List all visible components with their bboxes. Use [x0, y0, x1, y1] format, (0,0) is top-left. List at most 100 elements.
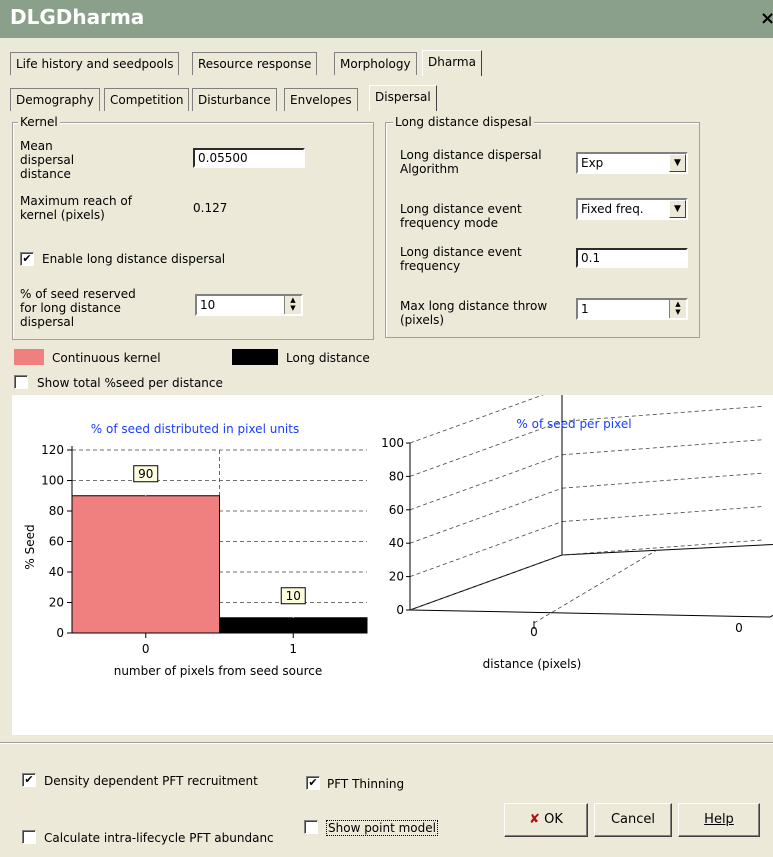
ok-button[interactable]: ✘ OK — [504, 803, 588, 837]
long-distance-label: Long distance — [286, 351, 370, 365]
intra-lifecycle-label: Calculate intra-lifecycle PFT abundanc — [44, 831, 274, 845]
x-tick-label: 0 — [530, 625, 538, 639]
z-tick-label: 0 — [735, 621, 743, 635]
window-title: DLGDharma — [10, 5, 145, 29]
data-label: 90 — [138, 467, 153, 481]
y-tick-labels: 0 20 40 60 80 100 — [382, 436, 404, 617]
y-axis-label: % Seed — [23, 524, 37, 569]
ld-max-throw-spinner[interactable]: 1 ▲ ▼ — [576, 298, 688, 320]
y-tick-label: 40 — [49, 565, 64, 579]
chart-floor — [409, 543, 773, 618]
tab-life-history[interactable]: Life history and seedpools — [10, 52, 180, 75]
y-tick-label: 60 — [389, 503, 404, 517]
cancel-button[interactable]: Cancel — [594, 803, 672, 837]
dropdown-arrow-icon[interactable]: ▼ — [669, 200, 686, 218]
ld-freq-mode-value: Fixed freq. — [581, 202, 644, 216]
gridline — [409, 421, 563, 477]
gridline — [561, 539, 763, 556]
mean-dispersal-input[interactable]: 0.05500 — [193, 148, 305, 168]
y-tick-label: 100 — [382, 436, 404, 450]
x-axis-label: distance (pixels) — [483, 657, 582, 671]
enable-ld-checkbox[interactable]: ✔ — [20, 252, 34, 266]
long-distance-group — [385, 122, 700, 338]
max-reach-label: Maximum reach of kernel (pixels) — [20, 194, 132, 222]
tab-envelopes[interactable]: Envelopes — [284, 88, 358, 111]
y-tick-label: 80 — [49, 504, 64, 518]
y-tick-label: 60 — [49, 535, 64, 549]
gridline — [561, 439, 763, 456]
chart-title: % of seed per pixel — [516, 417, 631, 431]
continuous-kernel-label: Continuous kernel — [52, 351, 161, 365]
ok-label: OK — [544, 812, 563, 827]
separator — [0, 742, 773, 744]
spin-arrows-icon[interactable]: ▲ ▼ — [669, 300, 686, 318]
tab-morphology[interactable]: Morphology — [334, 52, 417, 75]
point-model-checkbox[interactable] — [304, 820, 318, 834]
gridline — [409, 554, 563, 611]
chart-title: % of seed distributed in pixel units — [91, 422, 299, 436]
long-distance-swatch — [232, 349, 278, 365]
y-tick-label: 100 — [41, 474, 64, 488]
y-tick-label: 40 — [389, 536, 404, 550]
x-axis-label: number of pixels from seed source — [114, 664, 323, 678]
reserved-spinner[interactable]: 10 ▲ ▼ — [195, 294, 303, 316]
enable-ld-label: Enable long distance dispersal — [42, 252, 226, 266]
ld-algorithm-select[interactable]: Exp ▼ — [576, 152, 688, 174]
gridline — [409, 395, 544, 444]
show-total-checkbox[interactable] — [14, 375, 28, 389]
ld-algorithm-label: Long distance dispersal Algorithm — [400, 148, 542, 176]
gridline — [533, 549, 658, 624]
seed-distribution-chart: % of seed distributed in pixel units 0 20… — [23, 422, 368, 678]
y-tick-label: 0 — [56, 626, 64, 640]
gridline — [561, 472, 763, 489]
kernel-group — [12, 122, 374, 340]
tab-dispersal[interactable]: Dispersal — [369, 85, 437, 111]
ld-freq-mode-label: Long distance event frequency mode — [400, 202, 522, 230]
point-model-label: Show point model — [326, 820, 438, 836]
x-tick-label: 1 — [289, 642, 297, 656]
tab-demography[interactable]: Demography — [10, 88, 100, 111]
y-tick-label: 0 — [396, 603, 404, 617]
long-distance-group-label: Long distance dispesal — [393, 115, 534, 129]
data-label: 10 — [286, 589, 301, 603]
chart-axes — [71, 446, 367, 634]
help-button[interactable]: Help — [678, 803, 760, 837]
ok-icon: ✘ — [529, 812, 540, 827]
kernel-group-label: Kernel — [18, 115, 60, 129]
close-icon[interactable]: × — [760, 8, 773, 29]
gridline — [409, 454, 563, 511]
ld-freq-mode-select[interactable]: Fixed freq. ▼ — [576, 198, 688, 220]
y-tick-label: 80 — [389, 469, 404, 483]
gridline — [409, 521, 563, 577]
seed-per-pixel-chart: % of seed per pixel 0 20 40 60 80 100 0 0 dis… — [382, 395, 773, 671]
ld-max-throw-value: 1 — [581, 302, 589, 316]
thinning-label: PFT Thinning — [327, 777, 405, 791]
tab-dharma[interactable]: Dharma — [422, 50, 482, 76]
ld-freq-input[interactable]: 0.1 — [576, 248, 688, 268]
mean-dispersal-label: Mean dispersal distance — [20, 139, 75, 181]
tab-disturbance[interactable]: Disturbance — [192, 88, 277, 111]
continuous-kernel-swatch — [14, 349, 44, 365]
intra-lifecycle-checkbox[interactable] — [22, 830, 36, 844]
gridline — [409, 487, 563, 544]
data-labels: 90 10 — [133, 465, 306, 618]
ld-algorithm-value: Exp — [581, 156, 604, 170]
density-label: Density dependent PFT recruitment — [44, 774, 258, 788]
gridline — [561, 506, 763, 522]
thinning-checkbox[interactable]: ✔ — [306, 776, 320, 790]
density-checkbox[interactable]: ✔ — [22, 773, 36, 787]
ld-max-throw-label: Max long distance throw (pixels) — [400, 299, 548, 327]
chart-3d-frame — [406, 395, 773, 629]
tab-resource-response[interactable]: Resource response — [192, 52, 318, 75]
spin-arrows-icon[interactable]: ▲ ▼ — [284, 296, 301, 314]
title-bar — [0, 0, 773, 38]
reserved-label: % of seed reserved for long distance dis… — [20, 287, 136, 329]
bar-continuous-kernel — [71, 495, 220, 634]
tab-competition[interactable]: Competition — [104, 88, 190, 111]
dropdown-arrow-icon[interactable]: ▼ — [669, 154, 686, 172]
x-tick-label: 0 — [142, 642, 150, 656]
max-reach-value: 0.127 — [193, 201, 228, 215]
y-tick-label: 20 — [49, 596, 64, 610]
y-tick-label: 20 — [389, 570, 404, 584]
